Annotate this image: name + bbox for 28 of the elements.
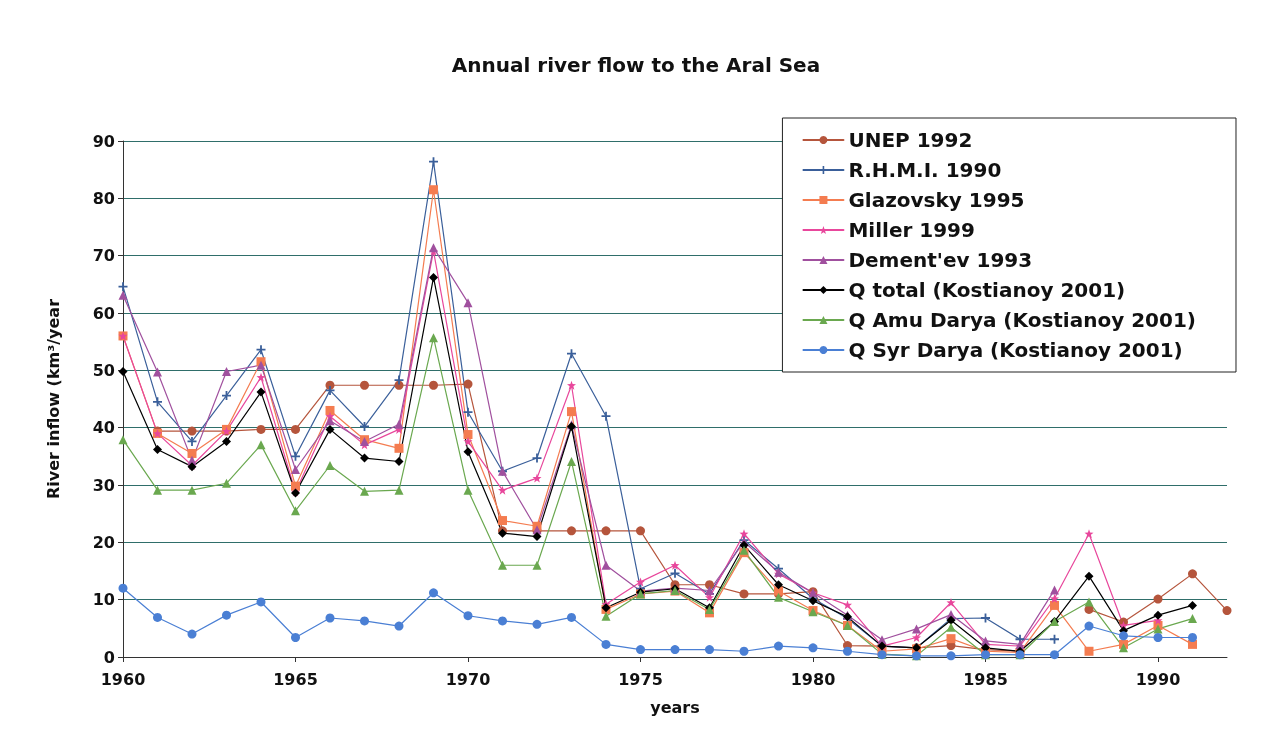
legend-label: Q total (Kostianoy 2001) [848,278,1126,302]
legend-label: Q Syr Darya (Kostianoy 2001) [848,338,1183,362]
y-tick-label: 10 [92,590,115,610]
chart-title: Annual river flow to the Aral Sea [451,53,821,77]
legend-label: Glazovsky 1995 [848,188,1025,212]
x-tick-label: 1965 [273,669,318,689]
y-tick-label: 60 [92,303,115,323]
x-tick-label: 1970 [445,669,491,689]
y-tick-label: 40 [92,418,115,438]
y-tick-label: 80 [92,188,115,208]
y-tick-label: 70 [92,246,115,266]
x-axis-title: years [650,697,700,717]
y-tick-label: 20 [92,532,115,552]
legend-label: Dement'ev 1993 [848,248,1033,272]
x-tick-label: 1975 [618,669,663,689]
legend-label: UNEP 1992 [848,128,973,152]
y-tick-label: 30 [92,475,115,495]
y-axis-title: River inflow (km³/year [43,298,63,500]
x-tick-label: 1980 [790,669,836,689]
legend-label: Miller 1999 [848,218,975,242]
x-tick-label: 1990 [1135,669,1181,689]
x-tick-label: 1985 [963,669,1008,689]
legend-label: Q Amu Darya (Kostianoy 2001) [848,308,1197,332]
y-tick-label: 50 [92,360,115,380]
x-tick-label: 1960 [100,669,146,689]
y-tick-label: 90 [92,131,115,151]
y-tick-label: 0 [103,647,115,667]
legend-label: R.H.M.I. 1990 [848,158,1002,182]
